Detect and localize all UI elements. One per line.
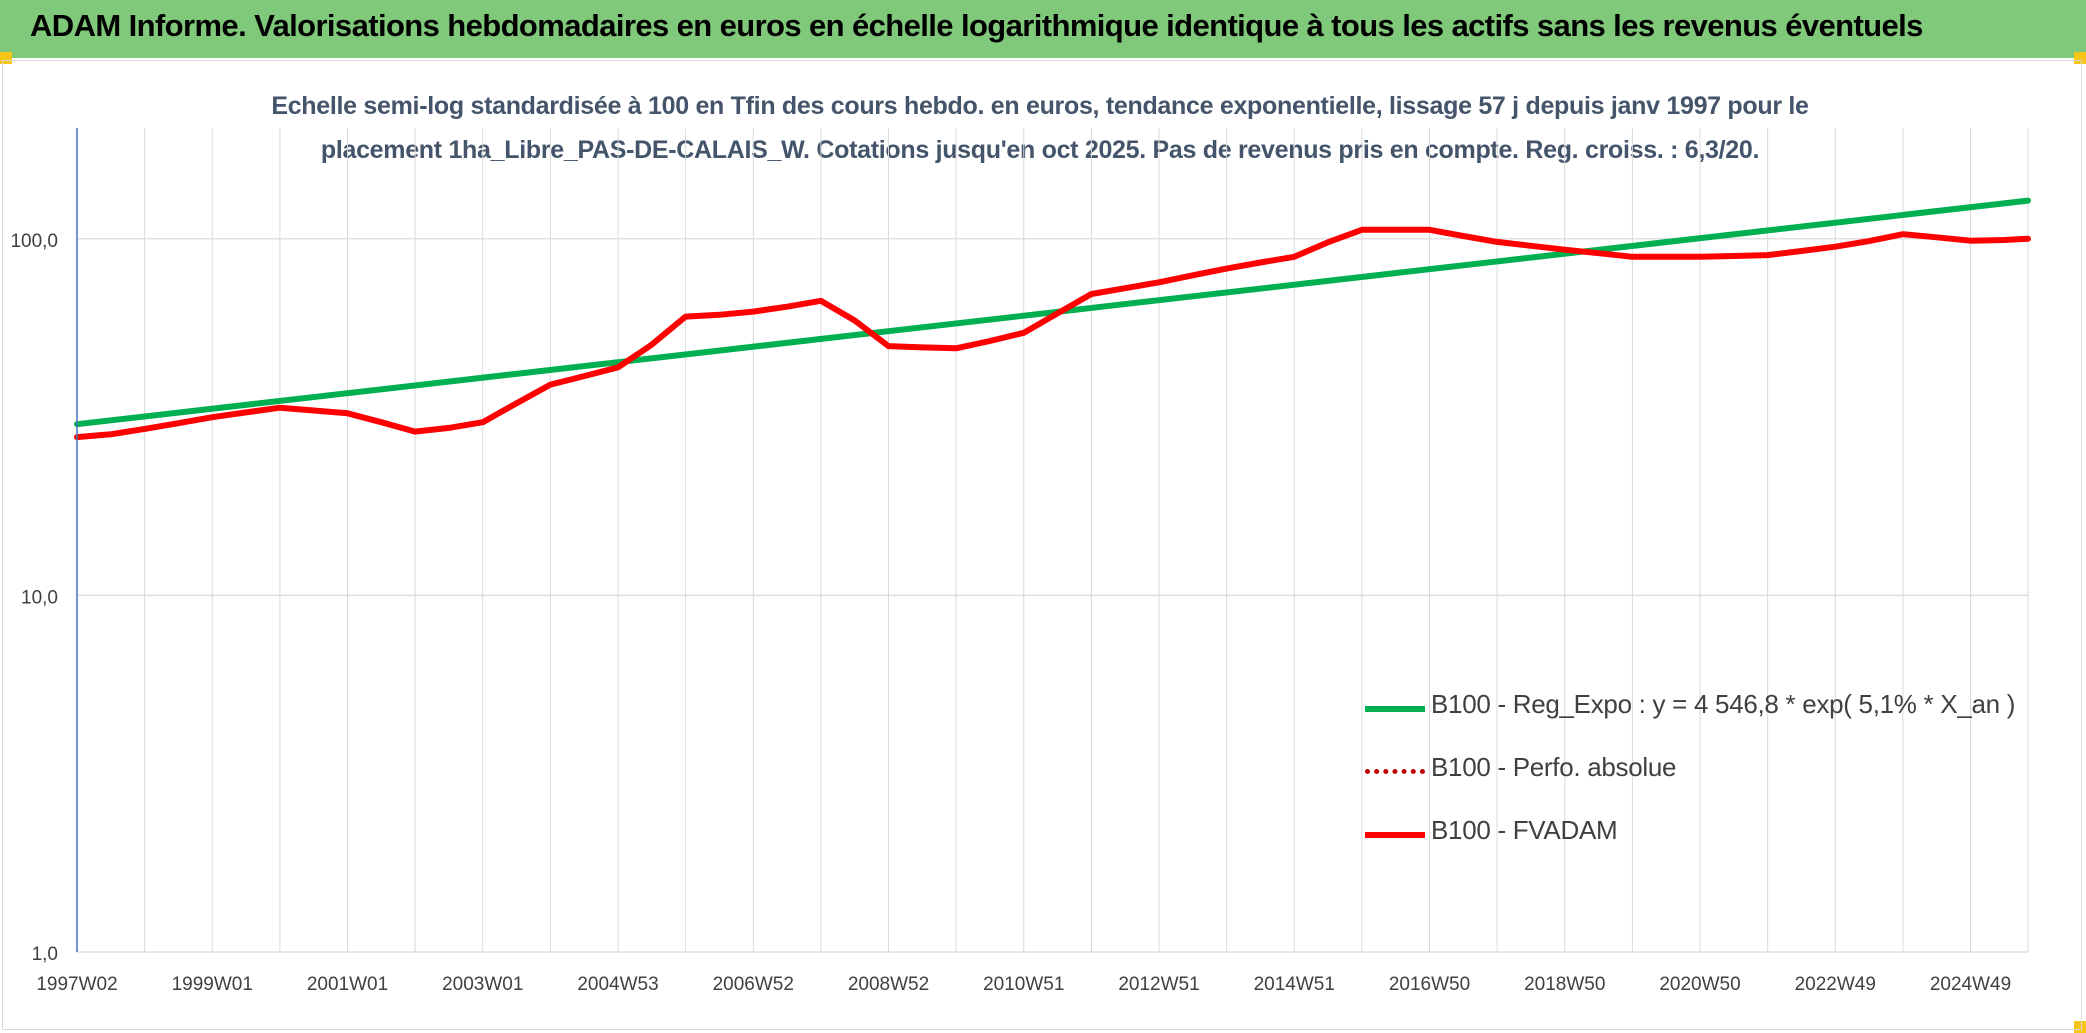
x-tick-label: 2016W50: [1389, 974, 1470, 995]
chart-title: Echelle semi-log standardisée à 100 en T…: [200, 84, 1880, 172]
x-tick-label: 2010W51: [983, 974, 1064, 995]
horizontal-gridlines: [77, 238, 2028, 953]
x-tick-label: 2012W51: [1118, 974, 1199, 995]
report-header: ADAM Informe. Valorisations hebdomadaire…: [0, 0, 2086, 58]
chart-frame: [2, 60, 2082, 1030]
corner-marker-top-left: [0, 52, 12, 64]
legend-swatch-perf: [1365, 769, 1425, 774]
vertical-gridlines: [144, 128, 2029, 952]
legend-label-fvadam: B100 - FVADAM: [1431, 815, 1618, 845]
trend-line: [74, 197, 2031, 428]
x-tick-label: 2020W50: [1659, 974, 1740, 995]
x-tick-label: 2008W52: [848, 974, 929, 995]
corner-marker-top-right: [2074, 52, 2086, 64]
chart-title-line-2: placement 1ha_Libre_PAS-DE-CALAIS_W. Cot…: [320, 136, 1760, 164]
y-tick-label: 10,0: [21, 587, 58, 608]
chart-title-line-1: Echelle semi-log standardisée à 100 en T…: [271, 92, 1809, 120]
x-tick-label: 1999W01: [172, 974, 253, 995]
legend-label-trend: B100 - Reg_Expo : y = 4 546,8 * exp( 5,1…: [1431, 689, 2016, 719]
legend-label-perf: B100 - Perfo. absolue: [1431, 752, 1677, 782]
x-tick-label: 2022W49: [1795, 974, 1876, 995]
x-tick-label: 2014W51: [1254, 974, 1335, 995]
y-tick-label: 100,0: [10, 231, 58, 252]
x-tick-labels: 1997W02 1999W01 2001W01 2003W01 2004W53 2006W…: [36, 974, 2011, 995]
x-tick-label: 2006W52: [713, 974, 794, 995]
legend-swatch-fvadam: [1365, 832, 1425, 838]
fvadam-line: [74, 226, 2031, 441]
series-layer: [74, 197, 2031, 441]
legend-swatch-trend: [1365, 706, 1425, 712]
x-tick-label: 2001W01: [307, 974, 388, 995]
x-tick-label: 2004W53: [577, 974, 658, 995]
report-title: ADAM Informe. Valorisations hebdomadaire…: [30, 8, 1923, 43]
x-tick-label: 2018W50: [1524, 974, 1605, 995]
x-tick-label: 1997W02: [36, 974, 117, 995]
y-tick-label: 1,0: [32, 944, 58, 965]
corner-marker-bottom-right: [2074, 1021, 2086, 1033]
x-tick-label: 2024W49: [1930, 974, 2011, 995]
x-tick-label: 2003W01: [442, 974, 523, 995]
y-tick-labels: 1,0 10,0 100,0: [10, 231, 58, 965]
